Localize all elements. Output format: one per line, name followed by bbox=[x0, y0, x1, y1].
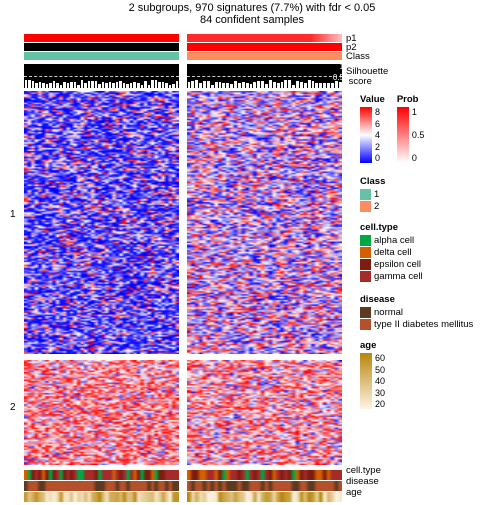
sil-tick-0: 0 bbox=[340, 81, 344, 90]
legend-age-title: age bbox=[360, 340, 385, 351]
heatmap-cluster-2: 2 bbox=[24, 360, 342, 465]
label-covtype: cell.type bbox=[346, 466, 381, 476]
annot-p1 bbox=[24, 34, 342, 43]
legend-celltype: cell.type alpha celldelta cellepsilon ce… bbox=[360, 222, 423, 283]
cluster-1-label: 1 bbox=[10, 209, 16, 220]
annot-class bbox=[24, 52, 342, 61]
legend-disease: disease normaltype II diabetes mellitus bbox=[360, 294, 473, 331]
title-line-1: 2 subgroups, 970 signatures (7.7%) with … bbox=[0, 0, 504, 14]
annot-p2 bbox=[24, 43, 342, 52]
annot-silhouette: 1 0.5 0 bbox=[24, 64, 342, 88]
legend-age: age 6050403020 bbox=[360, 340, 385, 409]
label-covage: age bbox=[346, 488, 362, 498]
cov-disease bbox=[24, 480, 342, 491]
legend-celltype-title: cell.type bbox=[360, 222, 423, 233]
legend-value-title: Value bbox=[360, 94, 385, 105]
cluster-2-label: 2 bbox=[10, 402, 16, 413]
legend-class: Class 12 bbox=[360, 176, 385, 213]
label-silhouette: Silhouette score bbox=[346, 67, 388, 87]
sil-tick-1: 1 bbox=[340, 62, 344, 71]
cov-age bbox=[24, 491, 342, 502]
legend-value-prob: Value 86420 Prob 10.50 bbox=[360, 94, 424, 163]
heatmap-cluster-1: 1 bbox=[24, 91, 342, 354]
title-line-2: 84 confident samples bbox=[0, 14, 504, 28]
cov-celltype bbox=[24, 469, 342, 480]
label-class: Class bbox=[346, 52, 370, 62]
legend-prob-title: Prob bbox=[397, 94, 425, 105]
label-covdisease: disease bbox=[346, 477, 379, 487]
figure-main: 1 0.5 0 1 2 bbox=[24, 34, 342, 502]
legend-disease-title: disease bbox=[360, 294, 473, 305]
legend-class-title: Class bbox=[360, 176, 385, 187]
